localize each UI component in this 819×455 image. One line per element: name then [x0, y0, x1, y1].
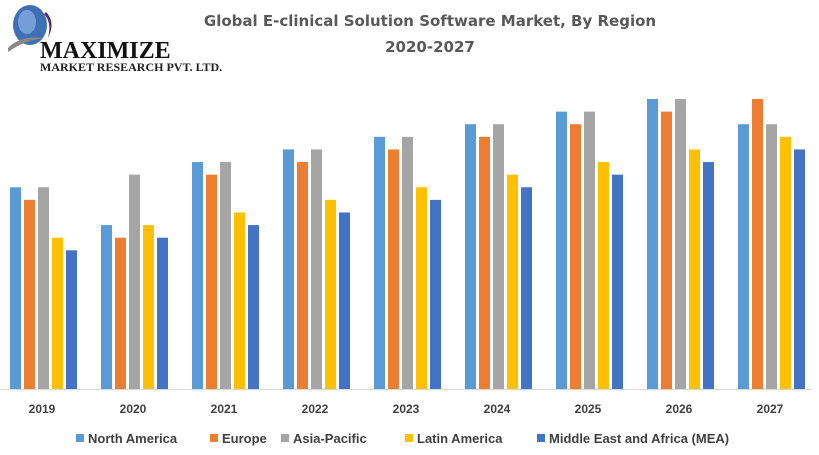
x-tick-label: 2027 [757, 402, 784, 416]
bar-2024-north-america [465, 124, 476, 389]
legend-label: Middle East and Africa (MEA) [549, 431, 729, 446]
bar-2024-middle-east-and-africa-mea- [521, 187, 532, 389]
bar-2020-middle-east-and-africa-mea- [157, 237, 168, 389]
legend-swatch [281, 434, 289, 442]
bar-2023-latin-america [416, 187, 427, 389]
bar-2025-asia-pacific [584, 111, 595, 389]
bar-2027-latin-america [780, 136, 791, 389]
legend-label: North America [88, 431, 178, 446]
bar-2023-asia-pacific [402, 136, 413, 389]
bar-2024-europe [479, 136, 490, 389]
bar-2019-asia-pacific [38, 187, 49, 389]
bar-2020-latin-america [143, 225, 154, 389]
bar-2022-europe [297, 162, 308, 389]
bar-2020-asia-pacific [129, 174, 140, 389]
legend-label: Asia-Pacific [293, 431, 367, 446]
bar-2019-europe [24, 199, 35, 389]
bar-2025-latin-america [598, 162, 609, 389]
bar-2027-middle-east-and-africa-mea- [794, 149, 805, 389]
x-tick-label: 2023 [393, 402, 420, 416]
legend-label: Europe [222, 431, 267, 446]
bar-2021-europe [206, 174, 217, 389]
logo-line1: MAXIMIZE [40, 38, 171, 64]
bar-2025-middle-east-and-africa-mea- [612, 174, 623, 389]
x-tick-label: 2026 [666, 402, 693, 416]
bar-2024-latin-america [507, 174, 518, 389]
legend-swatch [210, 434, 218, 442]
chart-subtitle: 2020-2027 [385, 38, 475, 56]
bar-2026-asia-pacific [675, 99, 686, 389]
x-tick-label: 2024 [484, 402, 511, 416]
bar-2021-latin-america [234, 212, 245, 389]
bar-2019-latin-america [52, 237, 63, 389]
bar-2026-latin-america [689, 149, 700, 389]
bars [10, 99, 805, 389]
x-tick-label: 2020 [120, 402, 147, 416]
x-tick-label: 2022 [302, 402, 329, 416]
legend-swatch [76, 434, 84, 442]
bar-2021-middle-east-and-africa-mea- [248, 225, 259, 389]
legend-label: Latin America [417, 431, 503, 446]
bar-2022-north-america [283, 149, 294, 389]
bar-2023-europe [388, 149, 399, 389]
bar-2026-north-america [647, 99, 658, 389]
bar-2022-asia-pacific [311, 149, 322, 389]
bar-2019-north-america [10, 187, 21, 389]
bar-2019-middle-east-and-africa-mea- [66, 250, 77, 389]
bar-2027-asia-pacific [766, 124, 777, 389]
legend-swatch [405, 434, 413, 442]
bar-2024-asia-pacific [493, 124, 504, 389]
x-tick-label: 2025 [575, 402, 602, 416]
legend: North America Europe Asia-Pacific Latin Ame… [76, 431, 729, 446]
bar-2023-north-america [374, 136, 385, 389]
legend-swatch [537, 434, 545, 442]
bar-2021-north-america [192, 162, 203, 389]
x-axis-ticks: 2019 2020 2021 2022 2023 2024 2025 2026 2027 [29, 402, 784, 416]
logo-line2: MARKET RESEARCH PVT. LTD. [40, 60, 222, 74]
x-tick-label: 2021 [211, 402, 238, 416]
bar-2021-asia-pacific [220, 162, 231, 389]
chart-title: Global E-clinical Solution Software Mark… [204, 12, 656, 30]
bar-2026-middle-east-and-africa-mea- [703, 162, 714, 389]
bar-2022-middle-east-and-africa-mea- [339, 212, 350, 389]
bar-2026-europe [661, 111, 672, 389]
bar-2020-europe [115, 237, 126, 389]
bar-2027-north-america [738, 124, 749, 389]
bar-2022-latin-america [325, 199, 336, 389]
bar-2020-north-america [101, 225, 112, 389]
logo: MAXIMIZE MARKET RESEARCH PVT. LTD. [8, 5, 222, 74]
bar-2025-north-america [556, 111, 567, 389]
x-tick-label: 2019 [29, 402, 56, 416]
bar-2023-middle-east-and-africa-mea- [430, 199, 441, 389]
bar-2025-europe [570, 124, 581, 389]
bar-2027-europe [752, 99, 763, 389]
